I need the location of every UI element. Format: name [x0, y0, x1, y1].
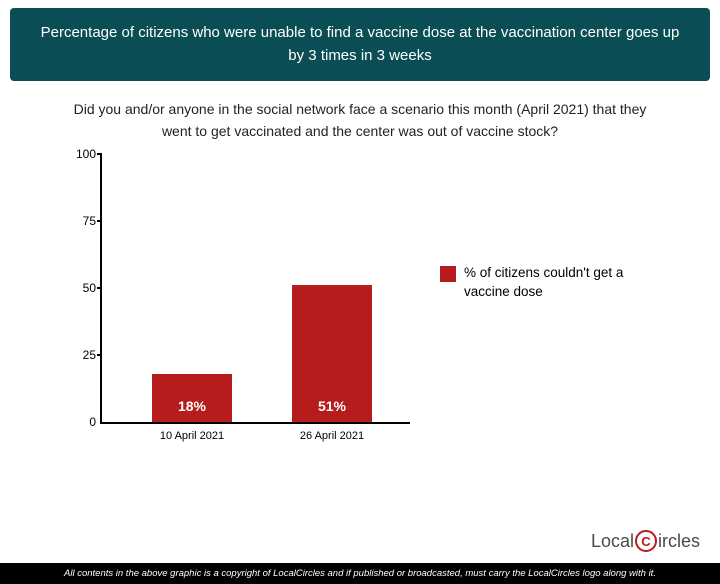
ytick-label: 50 — [68, 281, 96, 295]
plot-region: 100 75 50 25 0 18% 51% 10 April 2021 26 … — [100, 154, 410, 424]
localcircles-logo: Local C ircles — [591, 530, 700, 552]
bar-10-april: 18% — [152, 374, 232, 423]
logo-circle-icon: C — [635, 530, 657, 552]
bar-chart: 100 75 50 25 0 18% 51% 10 April 2021 26 … — [70, 154, 690, 464]
ytick-mark — [97, 354, 102, 356]
logo-prefix: Local — [591, 531, 634, 552]
header-title: Percentage of citizens who were unable t… — [41, 24, 680, 64]
bar-value-label: 18% — [152, 398, 232, 414]
logo-suffix: ircles — [658, 531, 700, 552]
ytick-label: 75 — [68, 214, 96, 228]
header-banner: Percentage of citizens who were unable t… — [10, 8, 710, 81]
question-subtitle: Did you and/or anyone in the social netw… — [60, 99, 660, 142]
xtick-label: 10 April 2021 — [142, 430, 242, 442]
footer-text: All contents in the above graphic is a c… — [64, 568, 656, 579]
ytick-mark — [97, 287, 102, 289]
ytick-label: 100 — [68, 147, 96, 161]
legend-text: % of citizens couldn't get a vaccine dos… — [464, 264, 650, 300]
legend: % of citizens couldn't get a vaccine dos… — [440, 264, 650, 300]
ytick-label: 0 — [68, 415, 96, 429]
subtitle-text: Did you and/or anyone in the social netw… — [74, 101, 647, 139]
copyright-footer: All contents in the above graphic is a c… — [0, 563, 720, 584]
ytick-mark — [97, 220, 102, 222]
xtick-label: 26 April 2021 — [282, 430, 382, 442]
legend-swatch — [440, 266, 456, 282]
bar-value-label: 51% — [292, 398, 372, 414]
bar-26-april: 51% — [292, 285, 372, 423]
ytick-mark — [97, 153, 102, 155]
ytick-label: 25 — [68, 348, 96, 362]
